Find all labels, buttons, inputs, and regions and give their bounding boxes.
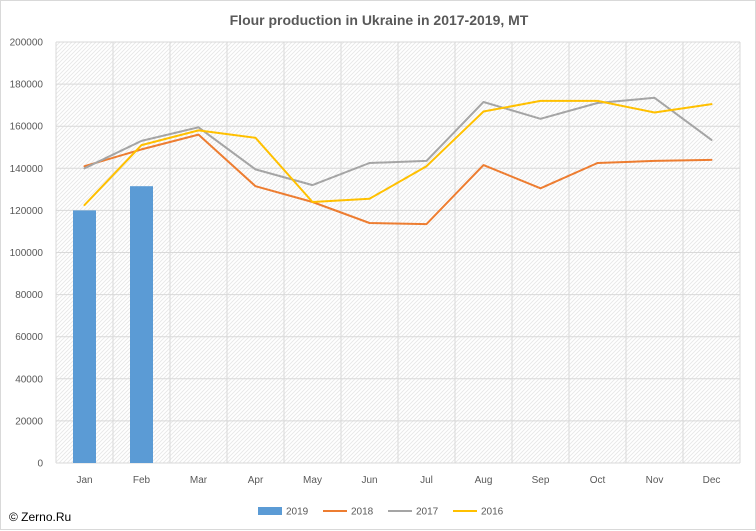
y-tick-label: 120000 (10, 206, 44, 217)
bar-2019-feb (130, 186, 153, 463)
y-tick-label: 0 (37, 459, 43, 470)
x-tick-label: May (303, 475, 322, 486)
bar-2019-jan (73, 210, 96, 463)
x-tick-label: Jun (361, 475, 377, 486)
x-axis-tick-labels: Jan Feb Mar Apr May Jun Jul Aug Sep Oct Nov Dec (76, 475, 720, 486)
y-axis-tick-labels: 0 20000 40000 60000 80000 100000 120000 140000 1… (10, 38, 44, 470)
legend-label-2016: 2016 (481, 507, 504, 518)
legend-swatch-2019 (258, 507, 282, 515)
legend-label-2018: 2018 (351, 507, 374, 518)
legend-label-2019: 2019 (286, 507, 309, 518)
watermark: © Zerno.Ru (9, 510, 72, 524)
x-tick-label: Feb (133, 475, 151, 486)
y-tick-label: 200000 (10, 38, 44, 49)
y-tick-label: 180000 (10, 80, 44, 91)
legend: 2019 2018 2017 2016 (258, 507, 504, 518)
legend-label-2017: 2017 (416, 507, 439, 518)
y-tick-label: 100000 (10, 248, 44, 259)
y-tick-label: 60000 (15, 332, 43, 343)
y-tick-label: 80000 (15, 290, 43, 301)
x-tick-label: Dec (703, 475, 721, 486)
bar-series (73, 186, 153, 463)
gridlines (55, 41, 741, 464)
x-tick-label: Apr (248, 475, 264, 486)
x-tick-label: Oct (590, 475, 606, 486)
line-2018 (83, 133, 713, 226)
x-tick-label: Nov (646, 475, 664, 486)
x-tick-label: Jul (420, 475, 433, 486)
chart-title: Flour production in Ukraine in 2017-2019… (230, 12, 529, 28)
line-2016 (83, 99, 713, 207)
y-tick-label: 20000 (15, 416, 43, 427)
y-tick-label: 160000 (10, 122, 44, 133)
x-tick-label: Sep (532, 475, 550, 486)
y-tick-label: 40000 (15, 374, 43, 385)
x-tick-label: Mar (190, 475, 208, 486)
y-tick-label: 140000 (10, 164, 44, 175)
x-tick-label: Jan (76, 475, 92, 486)
line-series (83, 96, 713, 226)
x-tick-label: Aug (475, 475, 493, 486)
